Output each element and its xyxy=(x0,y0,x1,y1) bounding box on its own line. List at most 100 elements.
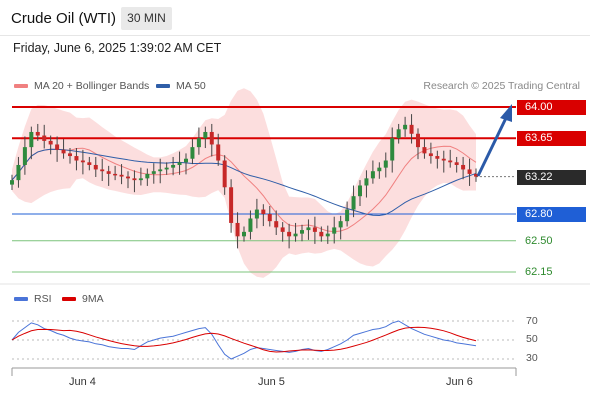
candle-body xyxy=(364,178,369,186)
candle-body xyxy=(338,221,343,228)
level-label-64-00: 64.00 xyxy=(517,100,586,115)
candle-body xyxy=(126,176,130,179)
rsi-ma-label: 9MA xyxy=(82,293,104,305)
rsi-ma-line xyxy=(11,326,477,353)
candle-body xyxy=(300,230,304,234)
candle-body xyxy=(80,160,85,163)
ma50-label: MA 50 xyxy=(176,80,206,92)
level-label-62-50: 62.50 xyxy=(525,235,553,247)
candle-body xyxy=(390,138,395,161)
candle-body xyxy=(229,187,234,223)
candle-body xyxy=(93,164,98,170)
candle-body xyxy=(55,144,60,150)
ma20-swatch xyxy=(14,84,28,89)
header-bar: Crude Oil (WTI) 30 MIN xyxy=(0,0,590,36)
candle-body xyxy=(209,131,214,145)
candle-body xyxy=(319,231,324,237)
candle-body xyxy=(312,227,317,232)
ma50-line xyxy=(11,148,477,216)
candle-body xyxy=(306,227,311,231)
candle-body xyxy=(113,173,118,176)
candle-body xyxy=(171,164,176,168)
candle-body xyxy=(42,135,47,141)
candle-body xyxy=(416,133,420,148)
x-label-jun4: Jun 4 xyxy=(69,376,96,388)
bollinger-band xyxy=(12,88,476,278)
chart-datetime: Friday, June 6, 2025 1:39:02 AM CET xyxy=(13,41,222,55)
candle-body xyxy=(383,160,388,168)
candle-body xyxy=(68,153,72,157)
level-label-62-80: 62.80 xyxy=(517,207,586,222)
candle-body xyxy=(48,140,53,145)
rsi-label: RSI xyxy=(34,293,52,305)
candle-body xyxy=(184,158,188,163)
candle-body xyxy=(351,196,356,210)
rsi-tick-30: 30 xyxy=(526,352,538,364)
candle-body xyxy=(428,153,433,157)
candle-body xyxy=(216,144,221,161)
candle-body xyxy=(35,131,40,136)
candle-body xyxy=(100,169,105,172)
level-label-62-15: 62.15 xyxy=(525,266,553,278)
candle-body xyxy=(22,147,27,165)
candle-body xyxy=(448,160,453,163)
candle-body xyxy=(409,124,414,134)
candle-body xyxy=(87,162,92,165)
candle-body xyxy=(10,180,14,185)
candle-body xyxy=(435,156,440,159)
timeframe-button[interactable]: 30 MIN xyxy=(121,7,172,30)
candle-body xyxy=(358,185,362,197)
rsi-tick-70: 70 xyxy=(526,315,538,327)
rsi-legend: RSI xyxy=(14,293,52,305)
level-label-63-65: 63.65 xyxy=(517,131,586,146)
level-label-63-22: 63.22 xyxy=(517,170,586,185)
legend-ma20: MA 20 + Bollinger Bands xyxy=(14,80,149,92)
candle-body xyxy=(461,164,466,170)
candle-body xyxy=(196,138,201,148)
candle-body xyxy=(16,164,21,181)
candle-body xyxy=(61,149,66,154)
x-label-jun6: Jun 6 xyxy=(446,376,473,388)
candle-body xyxy=(441,158,446,161)
candle-body xyxy=(274,221,279,228)
candle-body xyxy=(242,231,246,237)
candle-body xyxy=(145,173,150,179)
candle-body xyxy=(177,162,182,165)
rsi-ma-swatch xyxy=(62,297,76,302)
candle-body xyxy=(325,233,330,237)
candle-body xyxy=(222,160,227,188)
candle-body xyxy=(454,162,459,165)
candle-body xyxy=(158,169,163,172)
rsi-swatch xyxy=(14,297,28,302)
candle-body xyxy=(151,171,156,174)
candle-body xyxy=(132,178,137,181)
candle-body xyxy=(29,131,34,148)
candle-body xyxy=(287,231,292,237)
ma20-line xyxy=(11,145,477,233)
candle-body xyxy=(474,173,478,177)
candle-body xyxy=(422,147,427,154)
candle-body xyxy=(280,227,285,232)
rsi-tick-50: 50 xyxy=(526,333,538,345)
candle-body xyxy=(106,171,111,174)
candle-body xyxy=(119,174,124,177)
rsi-line xyxy=(11,320,477,360)
candle-body xyxy=(293,233,298,237)
rsi-ma-legend: 9MA xyxy=(62,293,104,305)
candle-body xyxy=(261,209,266,215)
candle-body xyxy=(377,167,382,172)
candle-body xyxy=(370,171,375,179)
candle-body xyxy=(190,147,195,159)
legend-ma50: MA 50 xyxy=(156,80,206,92)
candle-body xyxy=(164,167,169,170)
forecast-arrow xyxy=(476,117,508,177)
x-label-jun5: Jun 5 xyxy=(258,376,285,388)
candle-body xyxy=(248,218,253,232)
candle-body xyxy=(138,178,143,181)
candle-body xyxy=(203,131,208,139)
candle-body xyxy=(235,222,240,237)
candle-body xyxy=(396,129,401,139)
candle-body xyxy=(74,156,79,161)
ma20-label: MA 20 + Bollinger Bands xyxy=(34,80,150,92)
